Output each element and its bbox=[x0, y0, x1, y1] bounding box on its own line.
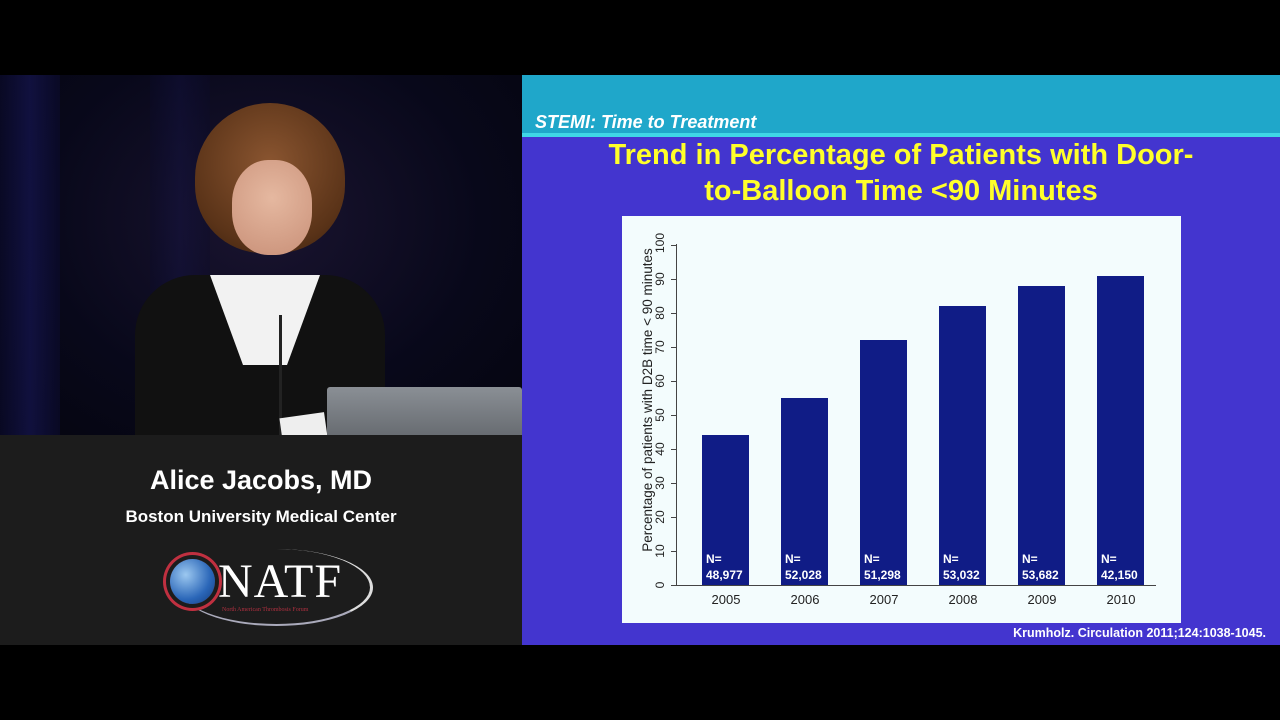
speaker-video bbox=[0, 75, 522, 435]
chart-plot-area: Percentage of patients with D2B time < 9… bbox=[622, 216, 1181, 623]
bar-sample-size: N= 51,298 bbox=[864, 551, 901, 583]
y-tick-label: 0 bbox=[653, 581, 667, 589]
y-tick bbox=[671, 517, 677, 518]
bar-2009: N= 53,682 bbox=[1018, 285, 1065, 585]
logo-subtitle: North American Thrombosis Forum bbox=[222, 607, 309, 613]
slide-title-line2: to-Balloon Time <90 Minutes bbox=[704, 175, 1098, 207]
bar-2006: N= 52,028 bbox=[781, 398, 828, 585]
y-tick bbox=[671, 347, 677, 348]
citation: Krumholz. Circulation 2011;124:1038-1045… bbox=[1013, 626, 1266, 640]
y-tick-label: 40 bbox=[653, 442, 667, 456]
y-tick bbox=[671, 381, 677, 382]
sample-size-value: 53,682 bbox=[1022, 567, 1059, 582]
y-tick-label: 20 bbox=[653, 510, 667, 524]
sample-size-value: 42,150 bbox=[1101, 567, 1138, 582]
sample-size-value: 48,977 bbox=[706, 567, 743, 582]
y-tick bbox=[671, 245, 677, 246]
bar-2010: N= 42,150 bbox=[1097, 275, 1144, 585]
y-tick bbox=[671, 585, 677, 586]
laptop bbox=[327, 387, 522, 435]
logo-text: NATF bbox=[218, 555, 343, 608]
y-tick bbox=[671, 449, 677, 450]
y-tick-label: 90 bbox=[653, 272, 667, 286]
slide-title-line1: Trend in Percentage of Patients with Doo… bbox=[608, 139, 1194, 171]
y-tick-label: 30 bbox=[653, 476, 667, 490]
x-tick-label: 2006 bbox=[790, 592, 820, 607]
x-axis bbox=[676, 585, 1156, 586]
x-tick-label: 2005 bbox=[711, 592, 741, 607]
x-tick-label: 2010 bbox=[1106, 592, 1136, 607]
sample-size-label: N= bbox=[785, 552, 801, 566]
sample-size-value: 53,032 bbox=[943, 567, 980, 582]
sample-size-value: 51,298 bbox=[864, 567, 901, 582]
y-tick-label: 50 bbox=[653, 408, 667, 422]
x-tick-label: 2008 bbox=[948, 592, 978, 607]
sample-size-value: 52,028 bbox=[785, 568, 822, 582]
microphone bbox=[279, 315, 282, 435]
globe-icon bbox=[170, 559, 215, 604]
bar-chart: Percentage of patients with D2B time < 9… bbox=[622, 216, 1181, 623]
x-tick-label: 2007 bbox=[869, 592, 899, 607]
logo-swoosh-icon bbox=[180, 549, 373, 626]
speaker-caption: Alice Jacobs, MD Boston University Medic… bbox=[0, 435, 522, 645]
y-tick-label: 10 bbox=[653, 544, 667, 558]
y-tick bbox=[671, 313, 677, 314]
sample-size-label: N= bbox=[1022, 551, 1038, 566]
y-tick bbox=[671, 551, 677, 552]
slide-header: STEMI: Time to Treatment bbox=[522, 75, 1280, 137]
speaker-affiliation: Boston University Medical Center bbox=[125, 507, 397, 526]
slide-section-title: STEMI: Time to Treatment bbox=[535, 112, 757, 132]
x-tick-label: 2009 bbox=[1027, 592, 1057, 607]
slide-title: Trend in Percentage of Patients with Doo… bbox=[522, 137, 1280, 209]
y-tick-label: 80 bbox=[653, 306, 667, 320]
speaker-name: Alice Jacobs, MD bbox=[149, 465, 373, 495]
y-tick bbox=[671, 483, 677, 484]
bar-sample-size: N= 48,977 bbox=[706, 551, 743, 583]
bar-sample-size: N= 53,682 bbox=[1022, 551, 1059, 583]
y-tick-label: 70 bbox=[653, 340, 667, 354]
bar-2005: N= 48,977 bbox=[702, 435, 749, 585]
natf-logo: NATF North American Thrombosis Forum bbox=[160, 549, 373, 629]
curtain-backdrop bbox=[0, 75, 60, 435]
bar-sample-size: N= 53,032 bbox=[943, 551, 980, 583]
speaker-face bbox=[232, 160, 312, 255]
sample-size-label: N= bbox=[943, 551, 959, 566]
bar-2008: N= 53,032 bbox=[939, 306, 986, 585]
presentation-slide: STEMI: Time to Treatment Trend in Percen… bbox=[522, 75, 1280, 645]
sample-size-label: N= bbox=[1101, 551, 1117, 566]
y-tick-label: 60 bbox=[653, 374, 667, 388]
sample-size-label: N= bbox=[706, 551, 722, 566]
bar-sample-size: N= 42,150 bbox=[1101, 551, 1138, 583]
sample-size-label: N= bbox=[864, 551, 880, 566]
bar-sample-size: N= 52,028 bbox=[785, 551, 822, 583]
y-tick-label: 100 bbox=[653, 232, 667, 253]
y-tick bbox=[671, 279, 677, 280]
bar-2007: N= 51,298 bbox=[860, 340, 907, 585]
y-tick bbox=[671, 415, 677, 416]
